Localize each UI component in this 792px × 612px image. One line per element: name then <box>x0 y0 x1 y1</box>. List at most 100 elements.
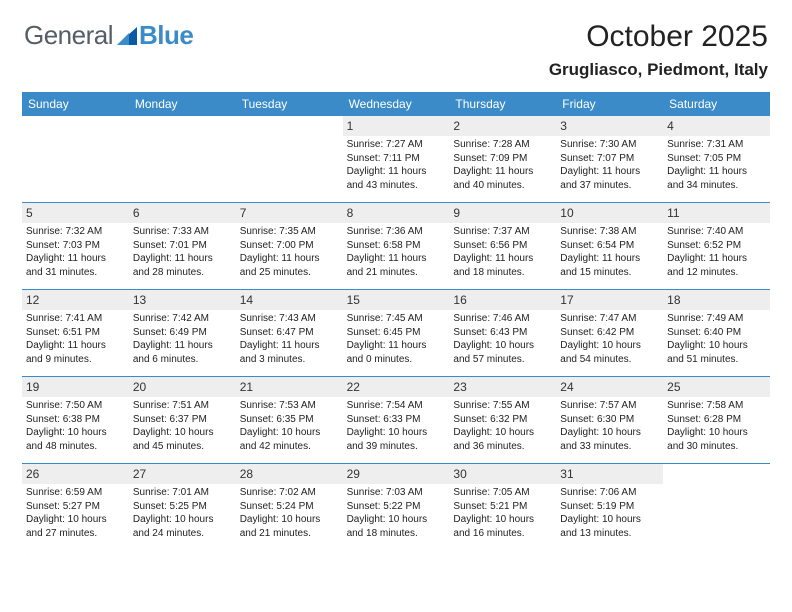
day-number: 6 <box>129 203 236 223</box>
calendar-cell: 8Sunrise: 7:36 AMSunset: 6:58 PMDaylight… <box>343 203 450 289</box>
calendar-weeks: 1Sunrise: 7:27 AMSunset: 7:11 PMDaylight… <box>22 116 770 550</box>
day-details: Sunrise: 7:38 AMSunset: 6:54 PMDaylight:… <box>560 225 659 279</box>
calendar-cell: 3Sunrise: 7:30 AMSunset: 7:07 PMDaylight… <box>556 116 663 202</box>
day-details: Sunrise: 7:27 AMSunset: 7:11 PMDaylight:… <box>347 138 446 192</box>
weekday-tue: Tuesday <box>236 92 343 116</box>
day-details: Sunrise: 7:37 AMSunset: 6:56 PMDaylight:… <box>453 225 552 279</box>
day-number: 20 <box>129 377 236 397</box>
brand-part2: Blue <box>139 20 193 51</box>
calendar-cell: 9Sunrise: 7:37 AMSunset: 6:56 PMDaylight… <box>449 203 556 289</box>
calendar-cell: 18Sunrise: 7:49 AMSunset: 6:40 PMDayligh… <box>663 290 770 376</box>
day-details: Sunrise: 7:35 AMSunset: 7:00 PMDaylight:… <box>240 225 339 279</box>
day-details: Sunrise: 7:47 AMSunset: 6:42 PMDaylight:… <box>560 312 659 366</box>
day-details: Sunrise: 7:30 AMSunset: 7:07 PMDaylight:… <box>560 138 659 192</box>
day-number: 1 <box>343 116 450 136</box>
day-details: Sunrise: 7:03 AMSunset: 5:22 PMDaylight:… <box>347 486 446 540</box>
day-number: 30 <box>449 464 556 484</box>
day-details: Sunrise: 7:54 AMSunset: 6:33 PMDaylight:… <box>347 399 446 453</box>
day-details: Sunrise: 7:02 AMSunset: 5:24 PMDaylight:… <box>240 486 339 540</box>
calendar-week: 26Sunrise: 6:59 AMSunset: 5:27 PMDayligh… <box>22 463 770 550</box>
calendar-cell <box>663 464 770 550</box>
day-details: Sunrise: 7:46 AMSunset: 6:43 PMDaylight:… <box>453 312 552 366</box>
calendar: Sunday Monday Tuesday Wednesday Thursday… <box>22 92 770 550</box>
brand-logo: General Blue <box>24 20 193 51</box>
day-number: 26 <box>22 464 129 484</box>
calendar-cell: 31Sunrise: 7:06 AMSunset: 5:19 PMDayligh… <box>556 464 663 550</box>
calendar-cell: 10Sunrise: 7:38 AMSunset: 6:54 PMDayligh… <box>556 203 663 289</box>
day-details: Sunrise: 7:01 AMSunset: 5:25 PMDaylight:… <box>133 486 232 540</box>
calendar-week: 12Sunrise: 7:41 AMSunset: 6:51 PMDayligh… <box>22 289 770 376</box>
calendar-cell: 19Sunrise: 7:50 AMSunset: 6:38 PMDayligh… <box>22 377 129 463</box>
day-number: 23 <box>449 377 556 397</box>
calendar-cell <box>22 116 129 202</box>
page-title: October 2025 <box>549 20 768 54</box>
weekday-mon: Monday <box>129 92 236 116</box>
calendar-cell: 5Sunrise: 7:32 AMSunset: 7:03 PMDaylight… <box>22 203 129 289</box>
day-details: Sunrise: 7:57 AMSunset: 6:30 PMDaylight:… <box>560 399 659 453</box>
calendar-cell: 4Sunrise: 7:31 AMSunset: 7:05 PMDaylight… <box>663 116 770 202</box>
day-number: 12 <box>22 290 129 310</box>
day-details: Sunrise: 7:05 AMSunset: 5:21 PMDaylight:… <box>453 486 552 540</box>
calendar-cell <box>129 116 236 202</box>
day-number: 2 <box>449 116 556 136</box>
calendar-cell: 25Sunrise: 7:58 AMSunset: 6:28 PMDayligh… <box>663 377 770 463</box>
day-number: 7 <box>236 203 343 223</box>
calendar-cell: 7Sunrise: 7:35 AMSunset: 7:00 PMDaylight… <box>236 203 343 289</box>
day-details: Sunrise: 7:45 AMSunset: 6:45 PMDaylight:… <box>347 312 446 366</box>
day-number: 5 <box>22 203 129 223</box>
day-details: Sunrise: 7:53 AMSunset: 6:35 PMDaylight:… <box>240 399 339 453</box>
calendar-cell: 16Sunrise: 7:46 AMSunset: 6:43 PMDayligh… <box>449 290 556 376</box>
calendar-cell: 27Sunrise: 7:01 AMSunset: 5:25 PMDayligh… <box>129 464 236 550</box>
day-details: Sunrise: 7:43 AMSunset: 6:47 PMDaylight:… <box>240 312 339 366</box>
day-details: Sunrise: 7:31 AMSunset: 7:05 PMDaylight:… <box>667 138 766 192</box>
day-details: Sunrise: 7:06 AMSunset: 5:19 PMDaylight:… <box>560 486 659 540</box>
calendar-cell: 11Sunrise: 7:40 AMSunset: 6:52 PMDayligh… <box>663 203 770 289</box>
weekday-sun: Sunday <box>22 92 129 116</box>
title-block: October 2025 Grugliasco, Piedmont, Italy <box>549 20 768 80</box>
day-number: 4 <box>663 116 770 136</box>
calendar-week: 19Sunrise: 7:50 AMSunset: 6:38 PMDayligh… <box>22 376 770 463</box>
calendar-cell: 1Sunrise: 7:27 AMSunset: 7:11 PMDaylight… <box>343 116 450 202</box>
day-number: 27 <box>129 464 236 484</box>
weekday-header: Sunday Monday Tuesday Wednesday Thursday… <box>22 92 770 116</box>
day-number: 16 <box>449 290 556 310</box>
day-details: Sunrise: 7:40 AMSunset: 6:52 PMDaylight:… <box>667 225 766 279</box>
calendar-cell: 21Sunrise: 7:53 AMSunset: 6:35 PMDayligh… <box>236 377 343 463</box>
day-details: Sunrise: 7:28 AMSunset: 7:09 PMDaylight:… <box>453 138 552 192</box>
day-number: 13 <box>129 290 236 310</box>
day-number: 9 <box>449 203 556 223</box>
day-details: Sunrise: 7:51 AMSunset: 6:37 PMDaylight:… <box>133 399 232 453</box>
calendar-cell: 2Sunrise: 7:28 AMSunset: 7:09 PMDaylight… <box>449 116 556 202</box>
calendar-cell: 22Sunrise: 7:54 AMSunset: 6:33 PMDayligh… <box>343 377 450 463</box>
day-details: Sunrise: 7:41 AMSunset: 6:51 PMDaylight:… <box>26 312 125 366</box>
day-number: 8 <box>343 203 450 223</box>
weekday-wed: Wednesday <box>343 92 450 116</box>
calendar-cell: 15Sunrise: 7:45 AMSunset: 6:45 PMDayligh… <box>343 290 450 376</box>
calendar-page: General Blue October 2025 Grugliasco, Pi… <box>0 0 792 612</box>
calendar-cell: 28Sunrise: 7:02 AMSunset: 5:24 PMDayligh… <box>236 464 343 550</box>
day-number: 15 <box>343 290 450 310</box>
day-number: 21 <box>236 377 343 397</box>
day-details: Sunrise: 7:36 AMSunset: 6:58 PMDaylight:… <box>347 225 446 279</box>
calendar-week: 1Sunrise: 7:27 AMSunset: 7:11 PMDaylight… <box>22 116 770 202</box>
day-number: 28 <box>236 464 343 484</box>
calendar-cell <box>236 116 343 202</box>
page-subtitle: Grugliasco, Piedmont, Italy <box>549 60 768 80</box>
calendar-cell: 20Sunrise: 7:51 AMSunset: 6:37 PMDayligh… <box>129 377 236 463</box>
day-number: 14 <box>236 290 343 310</box>
day-number: 18 <box>663 290 770 310</box>
day-details: Sunrise: 7:33 AMSunset: 7:01 PMDaylight:… <box>133 225 232 279</box>
day-number: 22 <box>343 377 450 397</box>
calendar-cell: 6Sunrise: 7:33 AMSunset: 7:01 PMDaylight… <box>129 203 236 289</box>
day-details: Sunrise: 7:32 AMSunset: 7:03 PMDaylight:… <box>26 225 125 279</box>
day-number: 25 <box>663 377 770 397</box>
calendar-cell: 24Sunrise: 7:57 AMSunset: 6:30 PMDayligh… <box>556 377 663 463</box>
calendar-cell: 12Sunrise: 7:41 AMSunset: 6:51 PMDayligh… <box>22 290 129 376</box>
calendar-cell: 17Sunrise: 7:47 AMSunset: 6:42 PMDayligh… <box>556 290 663 376</box>
day-number: 19 <box>22 377 129 397</box>
day-details: Sunrise: 7:55 AMSunset: 6:32 PMDaylight:… <box>453 399 552 453</box>
day-number: 3 <box>556 116 663 136</box>
weekday-fri: Friday <box>556 92 663 116</box>
calendar-cell: 29Sunrise: 7:03 AMSunset: 5:22 PMDayligh… <box>343 464 450 550</box>
header: General Blue October 2025 Grugliasco, Pi… <box>22 20 770 80</box>
